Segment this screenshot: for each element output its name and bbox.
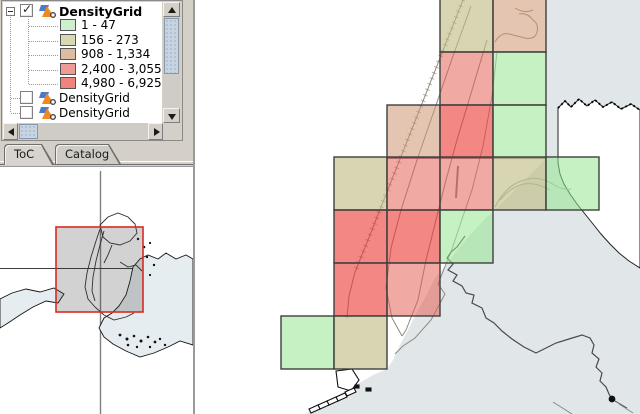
grid-cell-green[interactable]: [439, 209, 494, 264]
layer-row-densitygrid-1[interactable]: DensityGrid: [3, 2, 162, 19]
legend-item[interactable]: 2,400 - 3,055: [3, 62, 162, 77]
layer-name[interactable]: DensityGrid: [59, 4, 143, 19]
panel-divider[interactable]: [193, 0, 195, 414]
tree-connector: [10, 15, 11, 112]
coastal-islands: [308, 368, 372, 414]
layer-name[interactable]: DensityGrid: [59, 91, 130, 105]
grid-cell-olive[interactable]: [333, 315, 388, 370]
tab-toc[interactable]: ToC: [4, 144, 54, 164]
legend-label: 1 - 47: [81, 18, 116, 32]
toc-layer-tree: DensityGrid 1 - 47 156 - 273 908 - 1,334: [3, 2, 162, 123]
horizontal-scrollbar[interactable]: [3, 123, 163, 140]
legend-swatch: [60, 19, 76, 31]
grid-cell-tan[interactable]: [492, 0, 547, 53]
grid-cell-green[interactable]: [280, 315, 335, 370]
overview-map[interactable]: [0, 167, 194, 414]
main-map-view[interactable]: [195, 0, 640, 414]
vertical-scrollbar[interactable]: [163, 2, 180, 123]
grid-cell-salmon[interactable]: [386, 156, 441, 211]
grid-cell-salmon[interactable]: [439, 51, 494, 106]
coastline-speckle: [557, 97, 640, 111]
legend-swatch: [60, 48, 76, 60]
vertical-scroll-thumb[interactable]: [164, 18, 179, 74]
overview-map-panel: [0, 166, 194, 414]
raster-layer-icon: [39, 91, 56, 105]
overview-land-staten-island: [0, 287, 65, 329]
layer-row-densitygrid-3[interactable]: DensityGrid: [3, 106, 162, 120]
tab-catalog[interactable]: Catalog: [55, 144, 121, 164]
grid-cell-red[interactable]: [333, 209, 388, 264]
legend-label: 4,980 - 6,925: [81, 76, 162, 90]
overview-land-long-island: [98, 252, 194, 358]
legend-label: 908 - 1,334: [81, 47, 151, 61]
tree-collapse-toggle[interactable]: [6, 7, 15, 16]
tree-connector: [28, 17, 29, 84]
grid-cell-green[interactable]: [492, 51, 547, 106]
water-polygon: [305, 0, 640, 414]
scroll-left-button[interactable]: [3, 123, 18, 140]
boundary-line: [446, 235, 634, 414]
legend-swatch: [60, 63, 76, 75]
grid-cell-red[interactable]: [439, 104, 494, 159]
grid-cell-green[interactable]: [545, 156, 600, 211]
scrollbar-corner: [163, 123, 182, 140]
grid-cell-green[interactable]: [492, 104, 547, 159]
layer-visibility-checkbox[interactable]: [20, 91, 33, 104]
grid-cell-olive[interactable]: [492, 156, 547, 211]
legend-label: 2,400 - 3,055: [81, 62, 162, 76]
scroll-up-button[interactable]: [163, 2, 180, 17]
legend-item[interactable]: 4,980 - 6,925: [3, 76, 162, 91]
legend-item[interactable]: 1 - 47: [3, 18, 162, 33]
left-panel: DensityGrid 1 - 47 156 - 273 908 - 1,334: [0, 0, 194, 414]
raster-layer-icon: [39, 106, 56, 120]
grid-cell-red[interactable]: [333, 262, 388, 317]
grid-cell-olive[interactable]: [333, 156, 388, 211]
legend-swatch: [60, 77, 76, 89]
raster-layer-icon: [39, 4, 56, 18]
map-extent-rectangle[interactable]: [55, 226, 144, 313]
legend-item[interactable]: 908 - 1,334: [3, 47, 162, 62]
layer-visibility-checkbox[interactable]: [20, 106, 33, 119]
scroll-down-button[interactable]: [163, 108, 180, 123]
grid-cell-salmon[interactable]: [439, 156, 494, 211]
tab-label: Catalog: [65, 147, 110, 161]
legend-item[interactable]: 156 - 273: [3, 33, 162, 48]
layer-row-densitygrid-2[interactable]: DensityGrid: [3, 91, 162, 105]
grid-cell-tan[interactable]: [386, 104, 441, 159]
grid-cell-olive[interactable]: [439, 0, 494, 53]
grid-cell-red[interactable]: [386, 209, 441, 264]
density-grid-layer: [280, 0, 600, 370]
legend-swatch: [60, 34, 76, 46]
panel-tab-bar: ToC Catalog: [0, 141, 193, 166]
scroll-right-button[interactable]: [148, 123, 163, 140]
horizontal-scroll-thumb[interactable]: [19, 124, 38, 139]
layer-name[interactable]: DensityGrid: [59, 106, 130, 120]
grid-cell-salmon[interactable]: [386, 262, 441, 317]
tab-label: ToC: [14, 147, 35, 161]
toc-tree-scrollpane: DensityGrid 1 - 47 156 - 273 908 - 1,334: [1, 0, 183, 141]
legend-label: 156 - 273: [81, 33, 139, 47]
layer-visibility-checkbox[interactable]: [20, 2, 33, 17]
